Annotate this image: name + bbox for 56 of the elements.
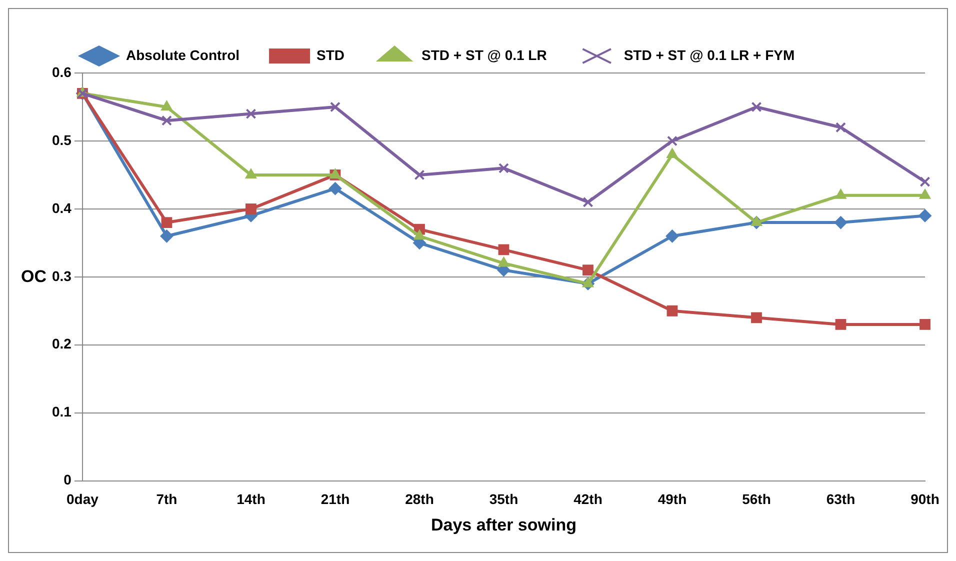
x-tick-label: 28th <box>405 491 434 508</box>
x-tick-label: 7th <box>156 491 178 508</box>
point <box>834 216 848 230</box>
point <box>835 188 846 199</box>
x-tick-label: 42th <box>574 491 602 508</box>
point <box>751 312 762 324</box>
point <box>328 182 342 196</box>
point <box>582 277 594 288</box>
y-tick-label: 0.3 <box>52 268 72 284</box>
x-tick-label: 14th <box>236 491 266 508</box>
legend-label: STD + ST @ 0.1 LR + FYM <box>624 46 795 63</box>
x-tick-label: 35th <box>489 491 518 508</box>
point <box>245 168 257 178</box>
x-tick-label: 63th <box>826 491 856 508</box>
point <box>161 100 172 110</box>
x-tick-label: 90th <box>910 491 940 508</box>
point <box>750 216 762 226</box>
x-axis-title: Days after sowing <box>430 515 576 534</box>
point <box>666 136 678 146</box>
point <box>330 102 340 112</box>
point <box>666 305 678 316</box>
point <box>582 196 594 208</box>
point <box>918 209 932 222</box>
y-tick-label: 0.2 <box>52 336 72 352</box>
x-tick-label: 56th <box>742 491 771 508</box>
legend-label: STD + ST @ 0.1 LR <box>422 46 547 63</box>
point <box>920 176 930 187</box>
point <box>836 122 846 133</box>
legend-label: Absolute Control <box>126 46 240 63</box>
legend-label: STD <box>316 46 345 63</box>
y-tick-label: 0.5 <box>52 132 72 148</box>
point <box>919 188 931 199</box>
x-tick-label: 49th <box>658 491 687 508</box>
point <box>160 230 174 243</box>
y-tick-label: 0 <box>64 472 72 488</box>
point <box>414 170 425 180</box>
x-tick-label: 0day <box>66 491 99 508</box>
point <box>751 102 762 112</box>
point <box>414 230 426 240</box>
point <box>666 148 678 158</box>
y-tick-label: 0.4 <box>52 200 72 216</box>
point <box>498 256 510 267</box>
y-tick-label: 0.6 <box>52 64 72 80</box>
y-axis-title: OC <box>21 267 46 287</box>
point <box>246 108 256 120</box>
point <box>161 115 172 126</box>
point <box>920 319 930 330</box>
point <box>835 319 846 330</box>
point <box>582 264 594 276</box>
point <box>498 244 510 256</box>
y-tick-label: 0.1 <box>52 404 72 420</box>
point <box>498 162 509 174</box>
point <box>161 217 172 228</box>
point <box>246 203 256 214</box>
x-tick-label: 21th <box>320 491 350 508</box>
point <box>666 230 679 243</box>
